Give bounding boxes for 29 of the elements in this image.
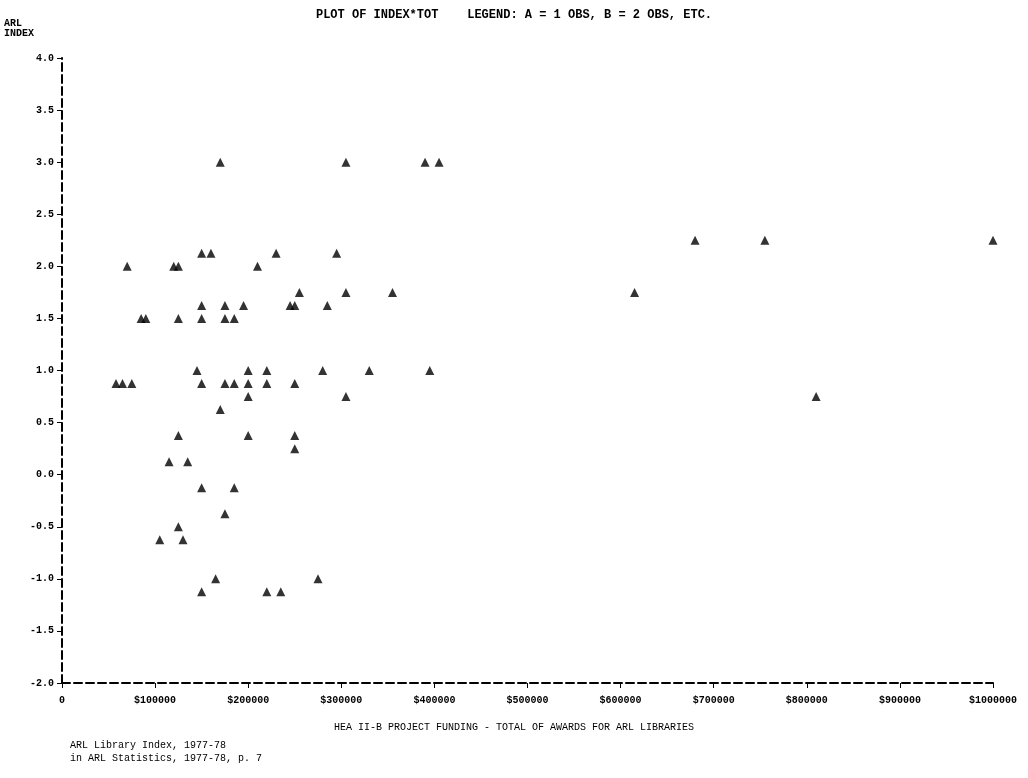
y-tick-label: 1.5: [35, 312, 54, 324]
y-tick-label: 4.0: [35, 52, 54, 64]
y-tick-label: 3.5: [35, 104, 54, 116]
y-tick-label: 3.0: [35, 156, 54, 168]
y-tick-label: 2.5: [35, 208, 54, 220]
y-tick-label: -1.0: [29, 573, 54, 585]
x-tick-label: $500000: [506, 694, 549, 706]
x-tick-label: $200000: [227, 694, 270, 706]
text: ARL Library Index, 1977-78: [70, 739, 227, 751]
y-tick-label: -1.5: [29, 625, 54, 637]
y-tick-label: 1.0: [35, 365, 54, 376]
y-tick-label: 0.5: [35, 417, 54, 429]
x-tick-label: 0: [58, 694, 66, 706]
x-tick-label: $300000: [320, 694, 363, 706]
y-tick-label: 2.0: [35, 260, 54, 272]
x-tick-label: $600000: [599, 694, 642, 706]
y-tick-label: -2.0: [29, 677, 54, 689]
x-tick-label: $100000: [134, 694, 177, 706]
x-tick-label: $700000: [692, 694, 735, 706]
y-tick-label: -0.5: [29, 521, 54, 533]
y-axis-title: ARL INDEX: [4, 17, 35, 39]
text: in ARL Statistics, 1977-78, p. 7: [70, 752, 263, 764]
chart-title: PLOT OF INDEX*TOT LEGEND: A = 1 OBS, B = 2 OBS, ETC.: [315, 8, 713, 22]
x-axis-title: HEA II-B PROJECT FUNDING - TOTAL OF AWARDS FOR ARL LIBRARIES: [333, 721, 695, 733]
x-tick-label: $800000: [785, 694, 828, 706]
x-tick-label: $900000: [878, 694, 921, 706]
x-tick-label: $400000: [413, 694, 456, 706]
y-tick-label: 0.0: [35, 469, 54, 481]
x-tick-label: $1000000: [968, 694, 1018, 706]
